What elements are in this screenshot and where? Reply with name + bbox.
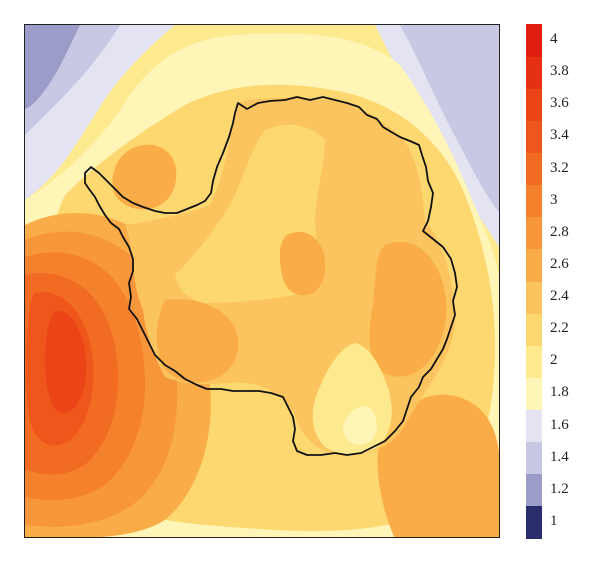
contour-map <box>25 25 499 537</box>
colorbar-segment <box>526 248 542 282</box>
colorbar-segment <box>526 24 542 57</box>
colorbar-segment <box>526 473 542 507</box>
colorbar-tick-label: 1.8 <box>550 384 569 401</box>
colorbar-segment <box>526 88 542 121</box>
contour-region-west-3-6 <box>45 310 87 414</box>
continent-region-2-6-east <box>369 241 447 377</box>
continent-region-2-6-center <box>279 231 326 296</box>
colorbar-tick-label: 3 <box>550 191 558 208</box>
colorbar-segment <box>526 409 542 443</box>
colorbar-tick-label: 1.4 <box>550 448 569 465</box>
colorbar-segment <box>526 152 542 186</box>
colorbar-tick-label: 2.4 <box>550 288 569 305</box>
colorbar-tick-label: 1.2 <box>550 480 569 497</box>
colorbar-tick-label: 3.4 <box>550 127 569 144</box>
colorbar-tick-label: 2.6 <box>550 255 569 272</box>
map-panel <box>24 24 500 538</box>
colorbar-segment <box>526 441 542 475</box>
contour-region-northwest-lowest <box>25 25 80 109</box>
continent-region-2-6-west <box>156 299 239 383</box>
colorbar-segment <box>526 505 542 539</box>
colorbar-tick-label: 1 <box>550 512 558 529</box>
colorbar-tick-label: 2 <box>550 352 558 369</box>
colorbar-tick-label: 3.6 <box>550 95 569 112</box>
antarctica-coastline <box>84 96 458 456</box>
colorbar <box>526 24 542 539</box>
colorbar-segment <box>526 281 542 314</box>
colorbar-segment <box>526 313 542 346</box>
colorbar-tick-label: 2.2 <box>550 320 569 337</box>
contour-region-southeast-2-6 <box>377 394 499 537</box>
colorbar-tick-label: 4 <box>550 31 558 48</box>
colorbar-tick-label: 3.2 <box>550 159 569 176</box>
colorbar-segment <box>526 120 542 153</box>
colorbar-tick-label: 3.8 <box>550 63 569 80</box>
colorbar-segment <box>526 216 542 250</box>
contour-region-northeast-lower <box>400 25 499 213</box>
colorbar-tick-label: 2.8 <box>550 223 569 240</box>
colorbar-tick-label: 1.6 <box>550 416 569 433</box>
colorbar-segment <box>526 345 542 378</box>
colorbar-segment <box>526 56 542 89</box>
colorbar-segment <box>526 184 542 218</box>
contour-region-north-cell <box>112 144 177 210</box>
continent-region-1-8-south <box>342 406 377 445</box>
colorbar-ticks: 4 3.8 3.6 3.4 3.2 3 2.8 2.6 2.4 2.2 2 1.8 1.6 1.4 1.2 1 <box>548 0 600 563</box>
colorbar-segment <box>526 377 542 410</box>
